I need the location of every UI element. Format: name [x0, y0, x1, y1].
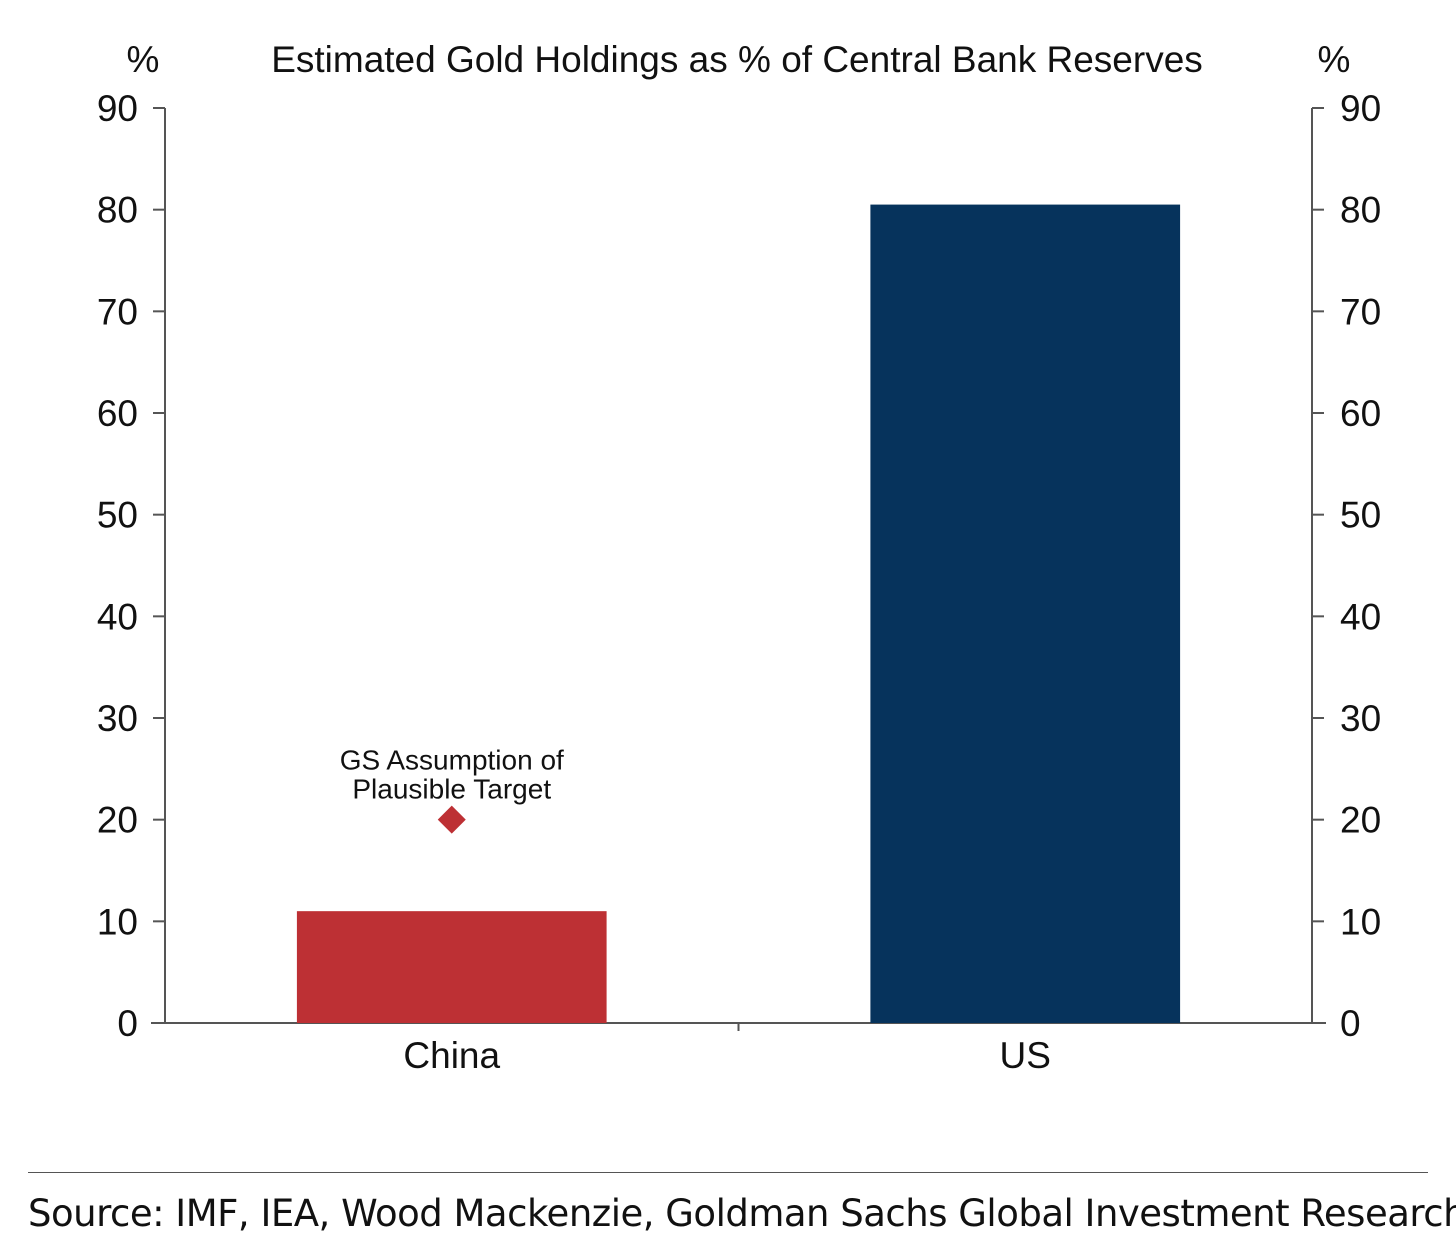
right-tick-label: 80 — [1340, 190, 1381, 231]
chart-title: Estimated Gold Holdings as % of Central … — [271, 39, 1203, 80]
bar-china — [296, 911, 607, 1023]
right-tick-label: 60 — [1340, 393, 1381, 434]
right-tick-label: 70 — [1340, 291, 1381, 332]
right-tick-label: 50 — [1340, 495, 1381, 536]
left-tick-label: 10 — [97, 901, 138, 942]
x-tick-label: China — [403, 1035, 500, 1076]
left-tick-label: 50 — [97, 495, 138, 536]
left-tick-label: 70 — [97, 291, 138, 332]
left-tick-label: 20 — [97, 800, 138, 841]
left-tick-label: 80 — [97, 190, 138, 231]
source-note: Source: IMF, IEA, Wood Mackenzie, Goldma… — [28, 1192, 1456, 1235]
left-tick-label: 40 — [97, 596, 138, 637]
right-tick-label: 0 — [1340, 1003, 1361, 1044]
annotation-label: GS Assumption of — [340, 745, 564, 776]
right-tick-label: 30 — [1340, 698, 1381, 739]
divider — [28, 1172, 1428, 1173]
right-tick-label: 10 — [1340, 901, 1381, 942]
x-tick-label: US — [1000, 1035, 1051, 1076]
left-axis-unit: % — [127, 39, 160, 80]
bar-us — [870, 204, 1181, 1024]
left-tick-label: 90 — [97, 88, 138, 129]
right-tick-label: 90 — [1340, 88, 1381, 129]
left-tick-label: 60 — [97, 393, 138, 434]
left-tick-label: 30 — [97, 698, 138, 739]
right-tick-label: 40 — [1340, 596, 1381, 637]
target-diamond-marker — [437, 805, 466, 834]
bar-chart: % Estimated Gold Holdings as % of Centra… — [97, 39, 1381, 1076]
left-tick-label: 0 — [117, 1003, 138, 1044]
right-axis-unit: % — [1318, 39, 1351, 80]
annotation-label: Plausible Target — [352, 774, 551, 805]
right-tick-label: 20 — [1340, 800, 1381, 841]
